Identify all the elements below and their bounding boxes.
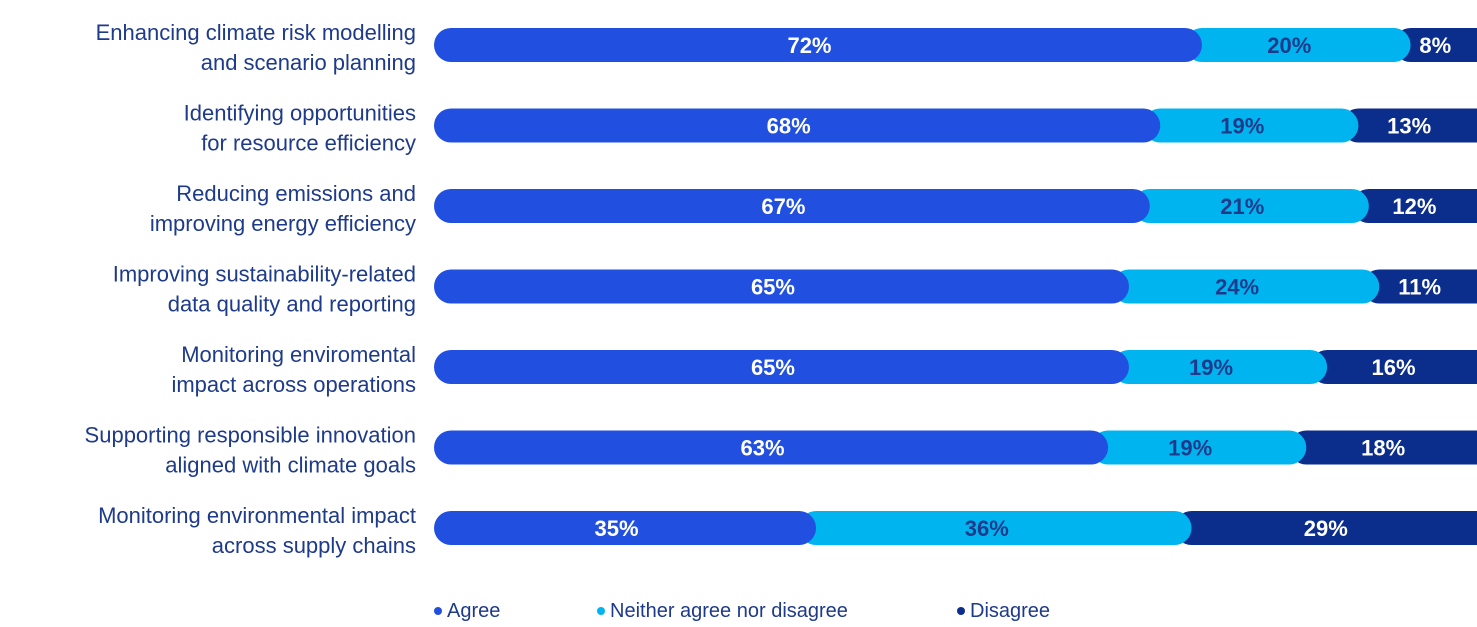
bar-segment-agree — [434, 189, 1150, 223]
category-label-line: Improving sustainability-related — [113, 262, 416, 287]
bar-segment-neither-agree-nor-disagree — [1111, 350, 1328, 384]
bar-segment-disagree — [1174, 511, 1477, 545]
bar-segment-agree — [434, 28, 1202, 62]
value-label: 36% — [965, 516, 1009, 541]
category-label-line: improving energy efficiency — [150, 211, 416, 236]
category-label-line: and scenario planning — [201, 50, 416, 75]
value-label: 24% — [1215, 275, 1259, 300]
bar-segment-neither-agree-nor-disagree — [799, 511, 1192, 545]
value-label: 20% — [1267, 33, 1311, 58]
value-label: 19% — [1220, 114, 1264, 139]
legend-item: Agree — [434, 600, 500, 622]
bar-row: 72% 20% 8% — [434, 28, 1477, 62]
legend-dot-icon — [597, 607, 605, 615]
category-label: Improving sustainability-related data qua… — [113, 262, 416, 317]
legend-item: Neither agree nor disagree — [597, 600, 848, 622]
value-label: 65% — [751, 275, 795, 300]
category-label: Supporting responsible innovation aligned… — [85, 423, 416, 478]
legend-label: Agree — [447, 600, 500, 622]
bar-row: 67% 21% 12% — [434, 189, 1477, 223]
category-label: Monitoring enviromental impact across ope… — [171, 342, 416, 397]
category-label-line: Enhancing climate risk modelling — [96, 20, 416, 45]
bar-row: 65% 19% 16% — [434, 350, 1477, 384]
value-label: 19% — [1189, 355, 1233, 380]
category-label: Reducing emissions and improving energy e… — [150, 181, 416, 236]
bar-segment-disagree — [1310, 350, 1477, 384]
bar-segment-neither-agree-nor-disagree — [1111, 269, 1380, 304]
bar-segment-neither-agree-nor-disagree — [1132, 189, 1369, 223]
value-label: 68% — [767, 114, 811, 139]
bar-segment-agree — [434, 511, 817, 545]
bar-row: 68% 19% 13% — [434, 108, 1477, 143]
value-label: 21% — [1220, 194, 1264, 219]
legend-label: Neither agree nor disagree — [610, 600, 848, 622]
bar-segment-agree — [434, 269, 1129, 304]
value-label: 8% — [1419, 33, 1451, 58]
value-label: 65% — [751, 355, 795, 380]
legend-label: Disagree — [970, 600, 1050, 622]
bar-end-cap — [1458, 108, 1477, 143]
category-label: Enhancing climate risk modelling and scen… — [96, 20, 416, 75]
category-label-line: Monitoring environmental impact — [98, 503, 416, 528]
bar-segment-disagree — [1362, 269, 1477, 304]
category-label-line: Identifying opportunities — [184, 101, 416, 126]
value-label: 63% — [741, 436, 785, 461]
value-label: 72% — [787, 33, 831, 58]
bar-segment-neither-agree-nor-disagree — [1143, 108, 1359, 143]
category-label-line: impact across operations — [171, 372, 416, 397]
bar-end-cap — [1458, 269, 1477, 304]
category-label-line: across supply chains — [212, 533, 416, 558]
legend-dot-icon — [957, 607, 965, 615]
category-label-line: for resource efficiency — [201, 131, 416, 156]
category-label-line: Reducing emissions and — [176, 181, 416, 206]
bar-segment-agree — [434, 350, 1129, 384]
bar-segment-neither-agree-nor-disagree — [1091, 430, 1307, 465]
value-label: 16% — [1372, 355, 1416, 380]
value-label: 35% — [595, 516, 639, 541]
legend-dot-icon — [434, 607, 442, 615]
value-label: 19% — [1168, 436, 1212, 461]
bars: 72% 20% 8% 68% 19% 13% 67% 21% 12% 65% 24% 11% 65% 19… — [434, 28, 1477, 545]
value-label: 13% — [1387, 114, 1431, 139]
bar-segment-disagree — [1351, 189, 1477, 223]
bar-end-cap — [1458, 350, 1477, 384]
category-label: Identifying opportunities for resource ef… — [184, 101, 416, 156]
value-label: 29% — [1304, 516, 1348, 541]
bar-segment-agree — [434, 430, 1109, 465]
category-label-line: Supporting responsible innovation — [85, 423, 416, 448]
value-label: 11% — [1398, 275, 1441, 300]
bar-end-cap — [1458, 189, 1477, 223]
category-label-line: data quality and reporting — [168, 292, 416, 317]
category-label-line: aligned with climate goals — [165, 453, 416, 478]
bar-segment-agree — [434, 108, 1161, 143]
category-labels: Enhancing climate risk modelling and scen… — [85, 20, 416, 558]
bar-row: 65% 24% 11% — [434, 269, 1477, 304]
bar-end-cap — [1458, 511, 1477, 545]
bar-segment-disagree — [1393, 28, 1477, 62]
value-label: 18% — [1361, 436, 1405, 461]
value-label: 67% — [761, 194, 805, 219]
legend: Agree Neither agree nor disagree Disagree — [434, 600, 1050, 622]
category-label-line: Monitoring enviromental — [181, 342, 416, 367]
bar-end-cap — [1458, 28, 1477, 62]
bar-row: 35% 36% 29% — [434, 511, 1477, 545]
category-label: Monitoring environmental impact across su… — [98, 503, 416, 558]
bar-row: 63% 19% 18% — [434, 430, 1477, 465]
value-label: 12% — [1392, 194, 1436, 219]
bar-segment-disagree — [1341, 108, 1477, 143]
legend-item: Disagree — [957, 600, 1050, 622]
bar-segment-neither-agree-nor-disagree — [1184, 28, 1411, 62]
bar-segment-disagree — [1289, 430, 1477, 465]
bar-end-cap — [1458, 430, 1477, 465]
